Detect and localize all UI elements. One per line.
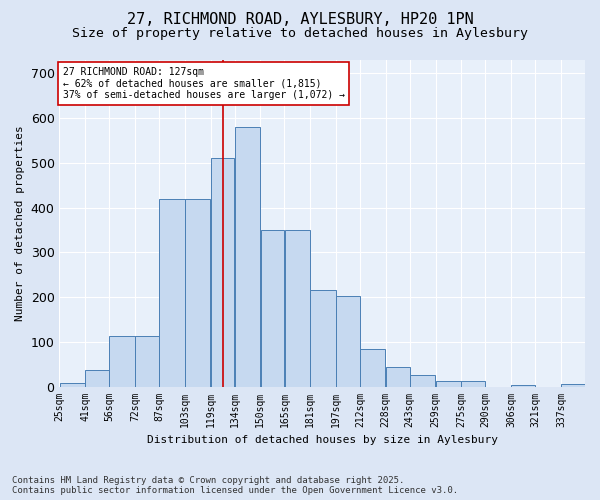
Bar: [135, 336, 159, 386]
Bar: [360, 348, 385, 387]
Bar: [461, 380, 485, 386]
Bar: [185, 198, 210, 386]
Text: 27 RICHMOND ROAD: 127sqm
← 62% of detached houses are smaller (1,815)
37% of sem: 27 RICHMOND ROAD: 127sqm ← 62% of detach…: [62, 66, 344, 100]
Bar: [436, 381, 461, 386]
Bar: [235, 127, 260, 386]
Bar: [410, 376, 435, 386]
Bar: [336, 296, 360, 386]
Bar: [260, 230, 284, 386]
Bar: [211, 158, 235, 386]
Text: 27, RICHMOND ROAD, AYLESBURY, HP20 1PN: 27, RICHMOND ROAD, AYLESBURY, HP20 1PN: [127, 12, 473, 28]
Text: Contains HM Land Registry data © Crown copyright and database right 2025.
Contai: Contains HM Land Registry data © Crown c…: [12, 476, 458, 495]
Y-axis label: Number of detached properties: Number of detached properties: [15, 126, 25, 321]
Bar: [160, 198, 185, 386]
X-axis label: Distribution of detached houses by size in Aylesbury: Distribution of detached houses by size …: [147, 435, 498, 445]
Bar: [386, 368, 410, 386]
Bar: [310, 290, 335, 386]
Bar: [511, 385, 535, 386]
Bar: [109, 336, 135, 386]
Bar: [85, 370, 109, 386]
Bar: [561, 384, 585, 386]
Bar: [59, 383, 85, 386]
Bar: [284, 230, 310, 386]
Text: Size of property relative to detached houses in Aylesbury: Size of property relative to detached ho…: [72, 28, 528, 40]
